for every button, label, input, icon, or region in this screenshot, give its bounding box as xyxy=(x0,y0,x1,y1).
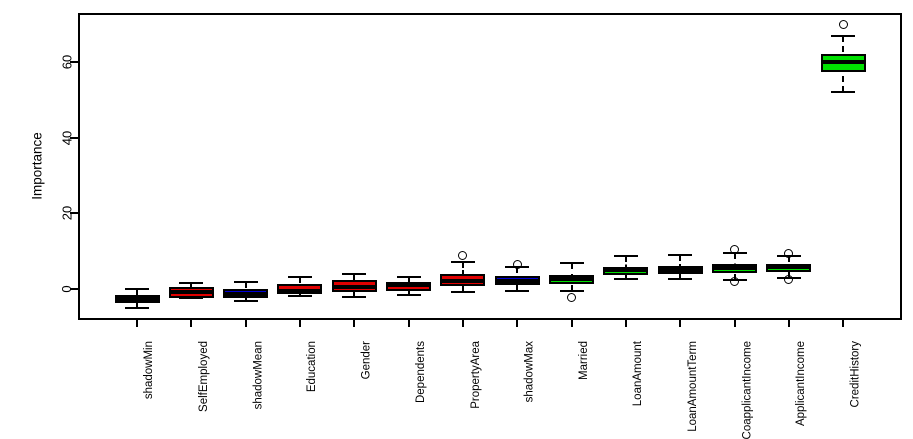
median-line-SelfEmployed xyxy=(170,289,212,294)
whisker-cap-low xyxy=(613,277,638,280)
y-tick-label: 0 xyxy=(59,284,74,293)
x-category-label-Gender: Gender xyxy=(360,341,373,380)
y-tick-label: 60 xyxy=(59,55,74,70)
whisker-cap-low xyxy=(450,291,475,294)
x-category-label-PropertyArea: PropertyArea xyxy=(469,341,482,409)
x-axis-tick xyxy=(461,320,464,327)
outlier-point-CreditHistory xyxy=(838,19,848,29)
median-line-PropertyArea xyxy=(442,278,484,283)
whisker-cap-low xyxy=(342,295,367,298)
median-line-LoanAmount xyxy=(605,268,647,273)
whisker-cap-high xyxy=(125,287,149,290)
median-line-LoanAmountTerm xyxy=(659,267,701,272)
outlier-point-ApplicantIncome xyxy=(784,274,794,284)
whisker-cap-low xyxy=(505,289,530,292)
outlier-point-CoapplicantIncome xyxy=(730,277,740,287)
x-category-label-shadowMax: shadowMax xyxy=(523,341,536,403)
x-axis-tick xyxy=(353,320,356,327)
x-axis-tick xyxy=(516,320,519,327)
x-category-label-shadowMean: shadowMean xyxy=(252,341,265,410)
y-axis-title: Importance xyxy=(30,132,45,200)
x-axis-tick xyxy=(190,320,193,327)
median-line-Married xyxy=(551,277,593,282)
outlier-point-CoapplicantIncome xyxy=(730,244,740,254)
whisker-cap-high xyxy=(179,281,204,284)
x-axis-tick xyxy=(298,320,301,327)
x-axis-tick xyxy=(407,320,410,327)
whisker-cap-high xyxy=(396,275,421,278)
x-axis-tick xyxy=(842,320,845,327)
whisker-cap-low xyxy=(396,293,421,296)
median-line-Education xyxy=(279,288,321,293)
median-line-CreditHistory xyxy=(822,60,864,65)
whisker-cap-high xyxy=(450,260,475,263)
whisker-cap-low xyxy=(233,299,258,302)
whisker-cap-low xyxy=(668,278,693,281)
whisker-cap-high xyxy=(613,254,638,257)
y-axis-tick xyxy=(70,136,78,139)
whisker-cap-low xyxy=(831,91,856,94)
x-category-label-SelfEmployed: SelfEmployed xyxy=(197,341,210,412)
median-line-Gender xyxy=(333,284,375,289)
x-axis-tick xyxy=(570,320,573,327)
importance-boxplot-figure: Importance 0 20 40 60 shadowMin SelfEmployed s… xyxy=(30,13,902,439)
whisker-cap-low xyxy=(179,296,204,299)
whisker-cap-high xyxy=(559,262,584,265)
x-category-label-Dependents: Dependents xyxy=(415,341,428,404)
x-category-label-LoanAmount: LoanAmount xyxy=(632,341,645,407)
y-axis-tick xyxy=(70,212,78,215)
x-category-label-CoapplicantIncome: CoapplicantIncome xyxy=(741,341,754,439)
x-category-label-Married: Married xyxy=(578,341,591,380)
whisker-cap-high xyxy=(342,273,367,276)
median-line-shadowMin xyxy=(116,296,158,301)
x-category-label-shadowMin: shadowMin xyxy=(143,341,156,400)
y-axis-tick xyxy=(70,61,78,64)
x-category-label-ApplicantIncome: ApplicantIncome xyxy=(795,341,808,427)
median-line-ApplicantIncome xyxy=(768,265,810,269)
x-category-label-CreditHistory: CreditHistory xyxy=(849,341,862,408)
outlier-point-Married xyxy=(567,292,577,302)
plot-area-border xyxy=(78,13,902,320)
median-line-shadowMax xyxy=(496,279,538,284)
outlier-point-PropertyArea xyxy=(458,250,468,260)
x-axis-tick xyxy=(733,320,736,327)
y-tick-label: 40 xyxy=(59,130,74,145)
whisker-cap-low xyxy=(559,290,584,293)
outlier-point-shadowMax xyxy=(512,260,522,270)
whisker-cap-low xyxy=(287,295,312,298)
x-axis-tick xyxy=(624,320,627,327)
whisker-cap-high xyxy=(668,253,693,256)
median-line-CoapplicantIncome xyxy=(714,266,756,271)
whisker-cap-high xyxy=(831,34,856,37)
x-category-label-LoanAmountTerm: LoanAmountTerm xyxy=(686,341,699,432)
x-axis-tick xyxy=(244,320,247,327)
x-axis-tick xyxy=(679,320,682,327)
x-axis-tick xyxy=(787,320,790,327)
median-line-Dependents xyxy=(388,283,430,288)
x-category-label-Education: Education xyxy=(306,341,319,393)
y-tick-label: 20 xyxy=(59,205,74,221)
y-axis-tick xyxy=(70,287,78,290)
median-line-shadowMean xyxy=(225,291,267,296)
whisker-cap-high xyxy=(287,276,312,279)
x-axis-tick xyxy=(136,320,138,327)
whisker-cap-high xyxy=(233,280,258,283)
whisker-cap-low xyxy=(125,307,149,310)
outlier-point-ApplicantIncome xyxy=(784,248,794,258)
